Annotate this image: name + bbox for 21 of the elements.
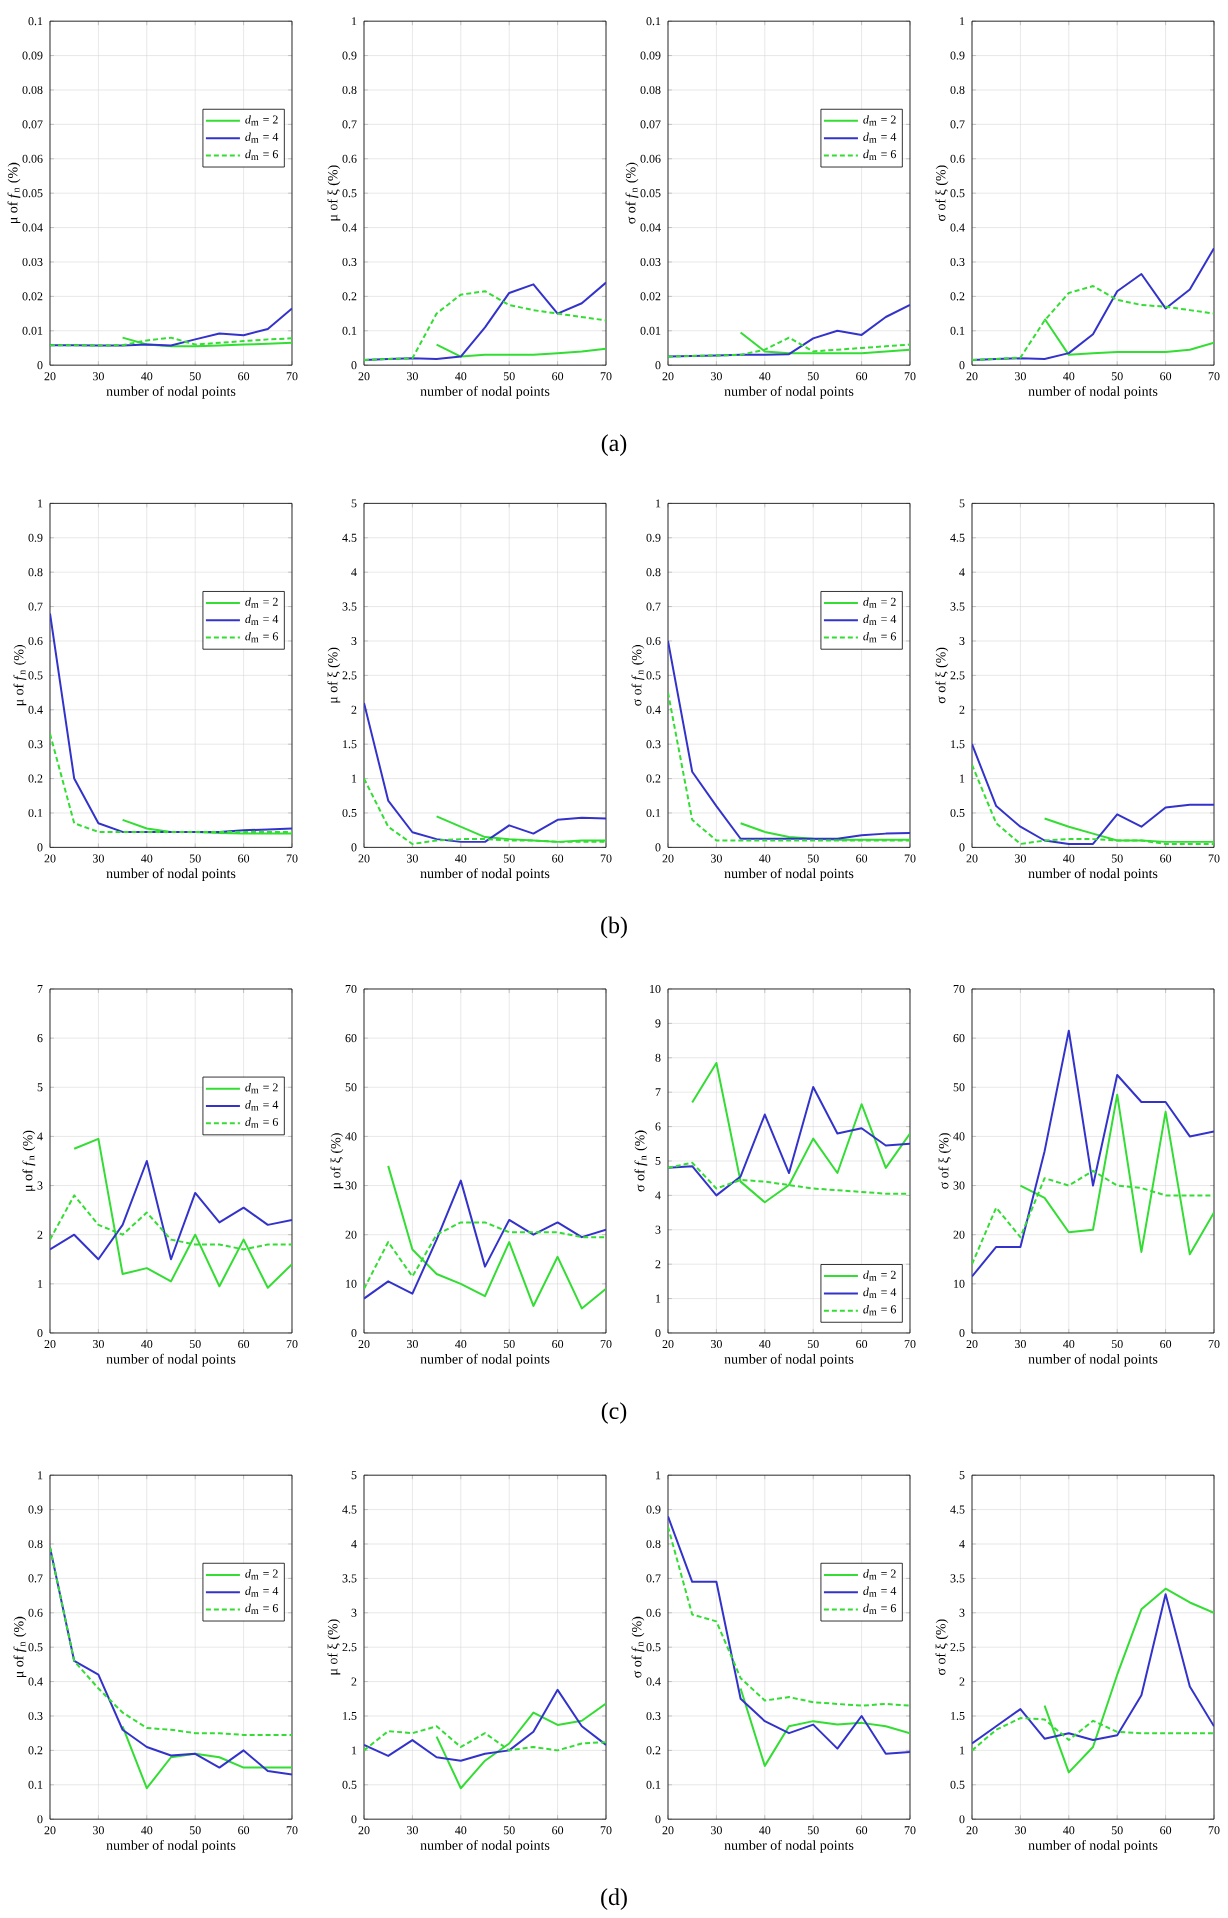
text: (a) bbox=[601, 434, 627, 457]
line-series bbox=[972, 1593, 1214, 1745]
line-series bbox=[364, 1179, 606, 1300]
text: (b) bbox=[601, 916, 627, 939]
line-series bbox=[50, 1159, 292, 1261]
line-series bbox=[364, 701, 606, 843]
line-series bbox=[668, 1515, 910, 1755]
line-series bbox=[50, 307, 292, 347]
line-series bbox=[739, 1687, 910, 1767]
line-series bbox=[668, 303, 910, 358]
text: (c) bbox=[601, 1402, 627, 1424]
text: (d) bbox=[601, 1888, 627, 1911]
line-series bbox=[972, 285, 1214, 362]
line-series bbox=[668, 1086, 910, 1197]
line-series bbox=[50, 1546, 292, 1776]
line-series bbox=[972, 743, 1214, 845]
line-series bbox=[972, 1029, 1214, 1278]
line-series bbox=[668, 336, 910, 358]
line-series bbox=[668, 1525, 910, 1707]
line-series bbox=[364, 1688, 606, 1762]
line-series bbox=[972, 247, 1214, 362]
